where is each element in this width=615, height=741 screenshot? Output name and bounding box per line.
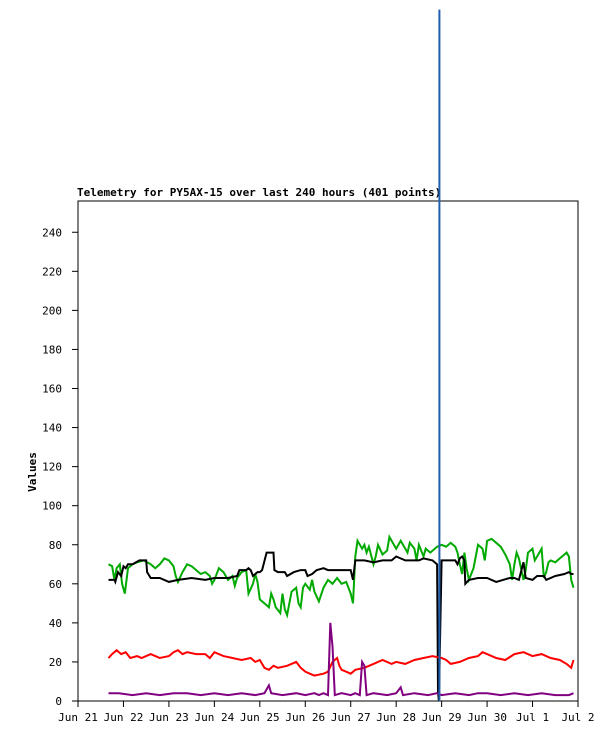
chart-title: Telemetry for PY5AX-15 over last 240 hou… bbox=[77, 186, 441, 199]
y-tick-label: 240 bbox=[42, 226, 62, 239]
y-tick-label: 20 bbox=[49, 656, 62, 669]
x-tick-label: Jun 22 bbox=[104, 711, 144, 724]
y-tick-label: 60 bbox=[49, 578, 62, 591]
series-line-2 bbox=[107, 648, 575, 677]
y-tick-label: 220 bbox=[42, 265, 62, 278]
y-tick-label: 100 bbox=[42, 500, 62, 513]
y-tick-label: 120 bbox=[42, 461, 62, 474]
x-axis-ticks: Jun 21 Jun 22 Jun 23 Jun 24 Jun 25 Jun 26 Jun … bbox=[58, 701, 595, 724]
x-tick-label: Jul 2 bbox=[561, 711, 594, 724]
y-tick-label: 200 bbox=[42, 304, 62, 317]
y-tick-label: 180 bbox=[42, 343, 62, 356]
plot-frame bbox=[77, 200, 579, 702]
y-tick-label: 160 bbox=[42, 383, 62, 396]
x-tick-label: Jun 21 bbox=[58, 711, 98, 724]
y-tick-label: 40 bbox=[49, 617, 62, 630]
series-line-1 bbox=[108, 551, 574, 702]
x-tick-label: Jun 29 bbox=[422, 711, 462, 724]
x-tick-label: Jun 30 bbox=[467, 711, 507, 724]
x-tick-label: Jun 24 bbox=[194, 711, 234, 724]
x-tick-label: Jun 27 bbox=[331, 711, 371, 724]
series-layer bbox=[107, 9, 575, 702]
x-tick-label: Jun 28 bbox=[376, 711, 416, 724]
y-tick-label: 80 bbox=[49, 539, 62, 552]
series-line-0 bbox=[108, 533, 575, 619]
x-tick-label: Jul 1 bbox=[516, 711, 549, 724]
y-axis-label: Values bbox=[26, 452, 39, 492]
x-tick-label: Jun 25 bbox=[240, 711, 280, 724]
x-tick-label: Jun 26 bbox=[285, 711, 325, 724]
y-tick-label: 0 bbox=[55, 695, 62, 708]
series-line-3 bbox=[108, 622, 574, 697]
y-tick-label: 140 bbox=[42, 422, 62, 435]
y-axis-ticks: 0 20 40 60 80 100 120 140 160 180 200 220 240 bbox=[42, 226, 78, 708]
x-tick-label: Jun 23 bbox=[149, 711, 189, 724]
